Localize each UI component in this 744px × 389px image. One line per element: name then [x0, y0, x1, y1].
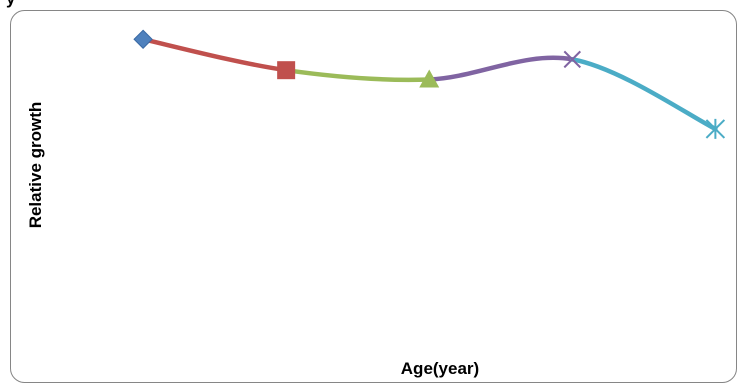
data-point-1-diamond-marker — [133, 29, 153, 49]
y-axis-label: Relative growth — [26, 102, 45, 229]
data-point-5-star-marker — [705, 118, 726, 139]
data-point-4-x-marker — [563, 50, 582, 69]
data-point-2-square-marker — [277, 61, 296, 80]
line-segment-3 — [426, 55, 575, 82]
data-point-3-triangle-marker — [419, 69, 440, 88]
series-line — [140, 37, 718, 132]
line-segment-2 — [283, 67, 432, 83]
line-segment-4 — [570, 57, 718, 132]
chart-title: y — [6, 0, 16, 8]
series-markers — [133, 29, 726, 139]
chart-frame — [10, 10, 737, 383]
x-axis-label: Age(year) — [401, 359, 479, 378]
line-segment-1 — [140, 37, 289, 73]
